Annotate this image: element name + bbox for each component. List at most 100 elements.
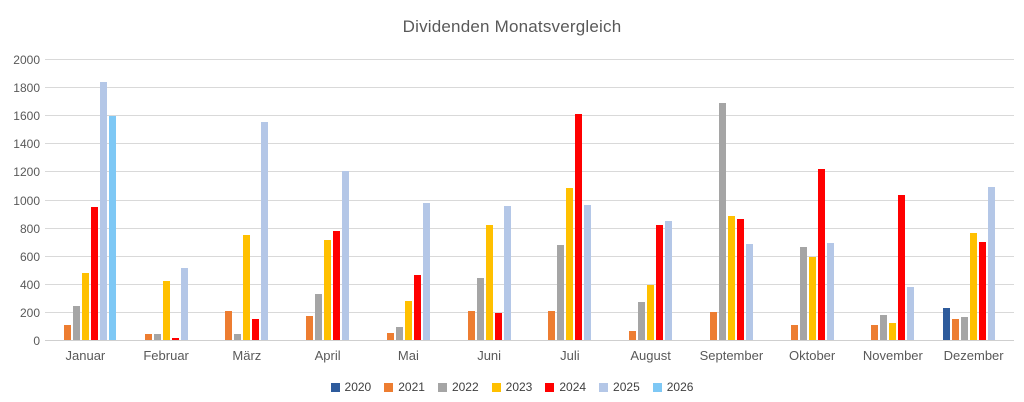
bar-2023-oktober xyxy=(808,257,816,340)
bar-2024-august xyxy=(656,224,664,340)
gridline xyxy=(45,59,1014,60)
bar-2024-juli xyxy=(575,113,583,340)
x-axis-tick-label: Dezember xyxy=(943,348,1004,363)
legend-item-2022: 2022 xyxy=(437,380,479,394)
bar-2023-februar xyxy=(162,281,170,340)
legend-swatch-icon xyxy=(491,382,501,392)
gridline xyxy=(45,115,1014,117)
bar-group-märz xyxy=(207,60,288,340)
x-axis-tick-label: August xyxy=(630,348,671,363)
bar-2021-mai xyxy=(386,333,394,340)
x-axis-tick-label: März xyxy=(232,348,262,363)
bar-2022-mai xyxy=(395,326,403,340)
bar-2024-märz xyxy=(252,318,260,340)
legend-swatch-icon xyxy=(652,382,662,392)
legend-label: 2024 xyxy=(559,380,587,394)
y-axis-tick-label: 2000 xyxy=(13,53,40,67)
bar-2025-august xyxy=(665,221,673,340)
bar-2025-märz xyxy=(261,122,269,340)
legend-swatch-icon xyxy=(384,382,394,392)
bar-2023-märz xyxy=(243,235,251,340)
bar-2024-juni xyxy=(494,312,502,340)
bar-2022-august xyxy=(638,302,646,340)
y-axis-tick-label: 200 xyxy=(19,305,40,320)
x-axis-tick-label: Juli xyxy=(560,348,580,363)
bar-2023-august xyxy=(647,285,655,340)
bar-2022-oktober xyxy=(799,247,807,340)
legend-label: 2022 xyxy=(451,380,479,394)
gridline xyxy=(45,283,1014,285)
bar-2026-januar xyxy=(108,115,116,340)
bar-2023-juni xyxy=(485,224,493,340)
x-axis-line xyxy=(45,340,1014,341)
bar-group-august xyxy=(610,60,691,340)
legend-label: 2020 xyxy=(344,380,372,394)
y-axis-tick-label: 1800 xyxy=(13,81,40,96)
bar-2021-juli xyxy=(548,311,556,340)
bar-group-oktober xyxy=(772,60,853,340)
chart-title: Dividenden Monatsvergleich xyxy=(402,17,622,36)
bar-2025-september xyxy=(745,243,753,340)
legend-item-2025: 2025 xyxy=(599,380,640,394)
y-axis-tick-label: 1400 xyxy=(13,137,40,152)
bar-2025-juli xyxy=(584,205,592,340)
legend-item-2026: 2026 xyxy=(652,380,694,394)
bar-2021-september xyxy=(709,311,717,340)
bar-2022-juni xyxy=(476,278,484,340)
legend-item-2023: 2023 xyxy=(491,380,532,394)
bar-2022-februar xyxy=(153,334,161,340)
bar-2022-juli xyxy=(557,244,565,340)
y-axis-tick-label: 1600 xyxy=(13,109,40,124)
gridline xyxy=(45,143,1014,145)
bar-2024-oktober xyxy=(817,169,825,340)
bar-group-juli xyxy=(530,60,611,340)
bar-2022-dezember xyxy=(961,316,969,340)
y-axis-tick-label: 1200 xyxy=(13,165,40,180)
bar-group-dezember xyxy=(933,60,1014,340)
bar-2025-oktober xyxy=(826,243,834,340)
bar-2022-november xyxy=(880,314,888,340)
x-axis-tick-label: Oktober xyxy=(789,348,836,363)
bar-2023-juli xyxy=(566,188,574,340)
y-axis-tick-label: 0 xyxy=(33,334,40,348)
bar-2024-dezember xyxy=(979,242,987,340)
x-axis-tick-label: Februar xyxy=(143,348,189,363)
legend-label: 2021 xyxy=(398,380,425,394)
bar-2022-januar xyxy=(72,305,80,340)
bar-group-november xyxy=(853,60,934,340)
bar-2025-dezember xyxy=(988,186,996,340)
bar-2021-dezember xyxy=(952,318,960,340)
bar-group-januar xyxy=(45,60,126,340)
bar-2021-august xyxy=(629,330,637,340)
bar-group-februar xyxy=(126,60,207,340)
plot-area xyxy=(45,59,1014,341)
bar-2024-november xyxy=(898,195,906,340)
legend-label: 2025 xyxy=(613,380,640,394)
bar-2025-juni xyxy=(503,205,511,340)
bar-2023-januar xyxy=(81,273,89,340)
gridline xyxy=(45,311,1014,313)
bar-2023-dezember xyxy=(970,233,978,340)
x-axis-tick-label: April xyxy=(314,348,341,363)
x-axis-tick-label: Januar xyxy=(65,348,106,363)
y-axis-tick-label: 400 xyxy=(19,277,40,292)
bar-2024-september xyxy=(736,218,744,340)
bar-2020-dezember xyxy=(943,307,951,340)
bar-2024-januar xyxy=(90,207,98,340)
bar-2025-februar xyxy=(180,268,188,340)
bar-2021-märz xyxy=(225,310,233,340)
gridline xyxy=(45,171,1014,173)
gridline xyxy=(45,227,1014,229)
gridline xyxy=(45,87,1014,89)
x-axis-tick-label: September xyxy=(699,348,764,363)
bar-2022-september xyxy=(718,102,726,340)
legend-label: 2026 xyxy=(666,380,694,394)
bar-group-mai xyxy=(368,60,449,340)
bar-2023-mai xyxy=(404,300,412,340)
legend-item-2024: 2024 xyxy=(545,380,586,394)
bar-2024-mai xyxy=(413,274,421,340)
y-axis-tick-label: 1000 xyxy=(13,193,40,208)
legend-item-2020: 2020 xyxy=(330,380,372,394)
bar-group-juni xyxy=(449,60,530,340)
